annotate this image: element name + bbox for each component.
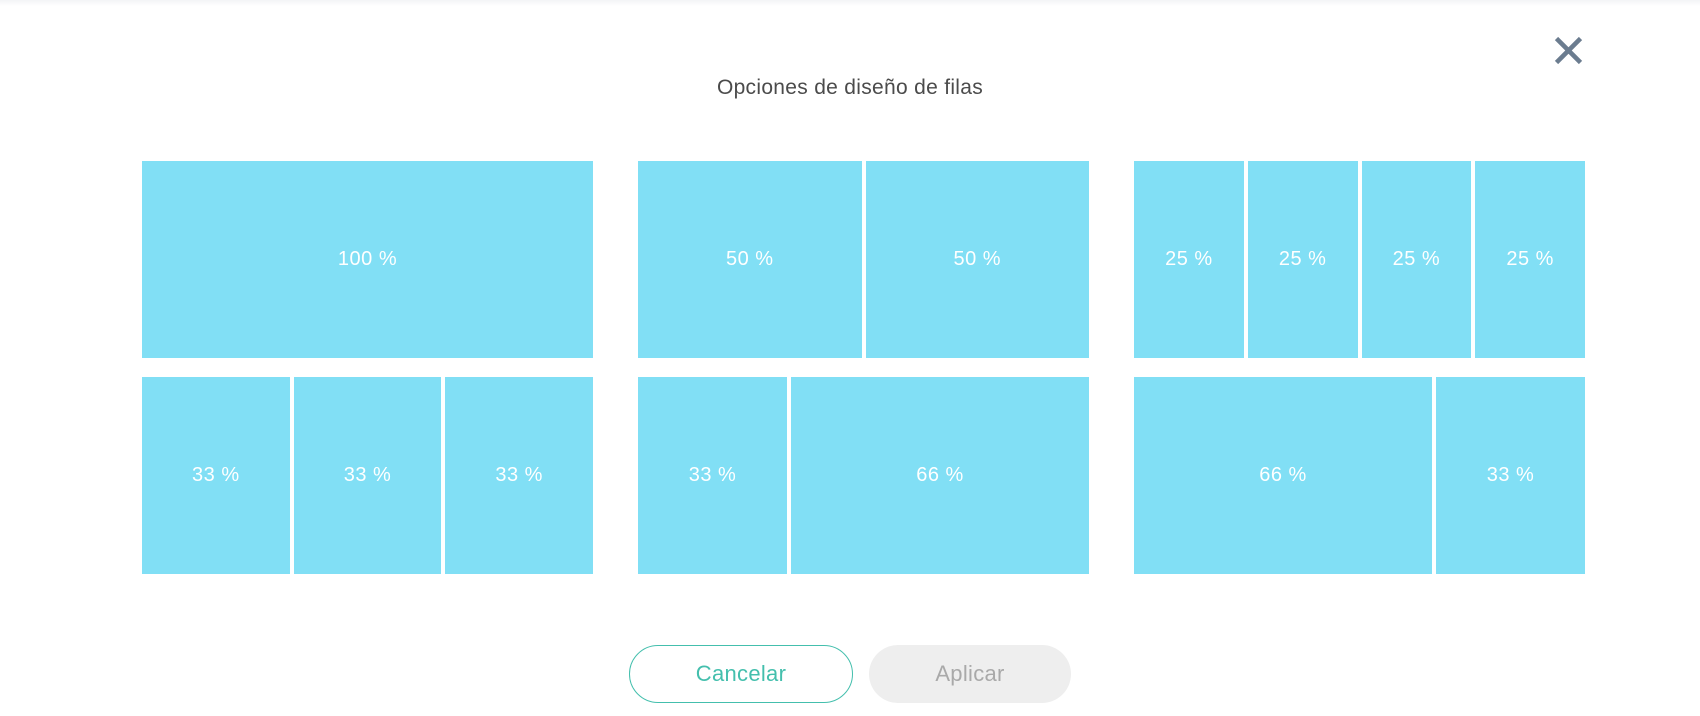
layout-option-100[interactable]: 100 % — [142, 161, 593, 358]
layout-column-block: 50 % — [865, 161, 1089, 358]
modal-title: Opciones de diseño de filas — [716, 76, 984, 99]
layout-column-block: 33 % — [1436, 377, 1585, 574]
layout-column-block: 25 % — [1361, 161, 1472, 358]
layout-column-block: 33 % — [638, 377, 787, 574]
layout-option-25-25-25-25[interactable]: 25 % 25 % 25 % 25 % — [1134, 161, 1585, 358]
layout-option-33-66[interactable]: 33 % 66 % — [638, 377, 1089, 574]
close-button[interactable] — [1546, 28, 1590, 72]
layout-column-block: 25 % — [1247, 161, 1358, 358]
layout-column-block: 50 % — [638, 161, 862, 358]
layout-option-33-33-33[interactable]: 33 % 33 % 33 % — [142, 377, 594, 574]
layout-column-block: 33 % — [293, 377, 442, 574]
action-buttons: Cancelar Aplicar — [0, 645, 1700, 703]
layout-column-block: 100 % — [142, 161, 593, 358]
layout-column-block: 33 % — [445, 377, 594, 574]
layout-options-grid: 100 % 50 % 50 % 25 % 25 % 25 % 25 % 33 % 33 % 33 … — [142, 161, 1585, 574]
layout-option-50-50[interactable]: 50 % 50 % — [638, 161, 1089, 358]
apply-button[interactable]: Aplicar — [869, 645, 1071, 703]
layout-column-block: 33 % — [142, 377, 290, 574]
layout-column-block: 25 % — [1475, 161, 1585, 358]
close-icon — [1554, 36, 1582, 64]
layout-column-block: 66 % — [791, 377, 1089, 574]
layout-option-66-33[interactable]: 66 % 33 % — [1134, 377, 1585, 574]
modal-top-edge — [0, 0, 1700, 6]
layout-column-block: 66 % — [1134, 377, 1432, 574]
layout-column-block: 25 % — [1134, 161, 1244, 358]
cancel-button[interactable]: Cancelar — [629, 645, 853, 703]
